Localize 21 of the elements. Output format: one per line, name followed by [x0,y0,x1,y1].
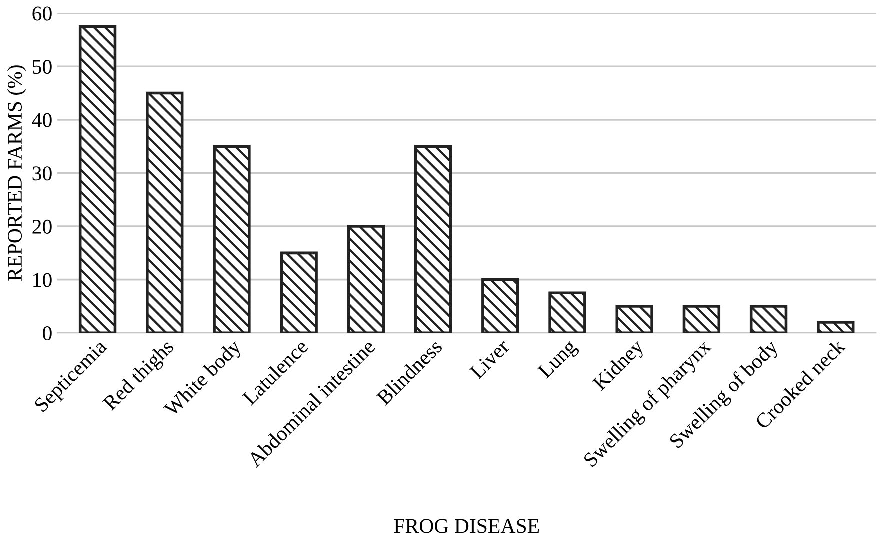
bar [213,145,251,334]
bar [548,292,586,334]
y-tick-label: 60 [32,6,52,21]
bar [146,92,184,334]
y-axis-title: REPORTED FARMS (%) [7,66,26,282]
y-tick-label: 10 [34,273,52,288]
x-axis-title: FROG DISEASE [394,519,540,533]
bar [482,278,520,334]
bar [347,225,386,334]
y-tick-label: 20 [32,220,52,234]
y-tick-label: 0 [43,326,52,341]
bar [616,305,654,334]
bar [414,145,452,334]
bar [750,305,788,334]
bar [280,252,318,334]
y-tick-label: 40 [32,113,52,128]
bar [78,25,117,334]
bar [817,321,855,334]
bar [682,305,721,334]
y-tick-label: 30 [32,166,52,181]
y-tick-label: 50 [33,60,52,74]
